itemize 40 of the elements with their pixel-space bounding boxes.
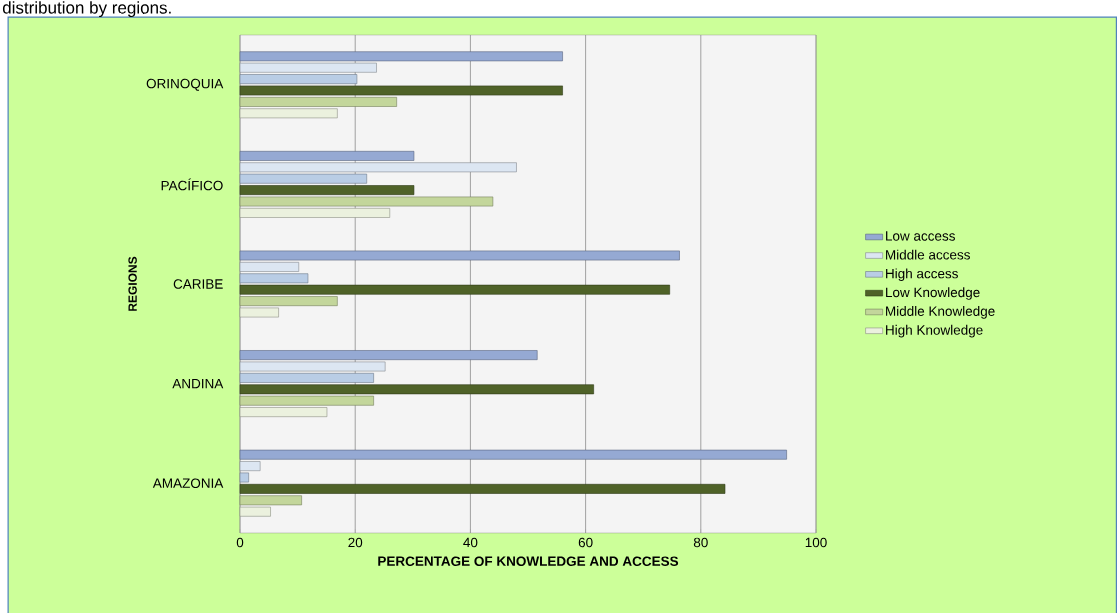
bar (239, 284, 670, 295)
bar (239, 384, 594, 395)
x-axis-title: PERCENTAGE OF KNOWLEDGE AND ACCESS (378, 556, 679, 566)
x-tick-label: 0 (236, 537, 244, 548)
bar (239, 85, 563, 96)
y-tick-label: ORINOQUIA (146, 78, 224, 91)
bar (239, 483, 726, 494)
bar (239, 350, 538, 360)
legend-label: High access (886, 268, 958, 282)
bar (239, 395, 374, 406)
bar (239, 196, 494, 207)
y-tick-label: PACÍFICO (161, 178, 223, 191)
legend-label: Middle Knowledge (886, 306, 995, 319)
y-axis-title: REGIONS (128, 256, 137, 311)
bar (239, 151, 415, 161)
bar (239, 74, 358, 85)
bar (239, 185, 415, 195)
bar (239, 97, 397, 107)
legend-label: Low Knowledge (886, 287, 980, 300)
bar (239, 51, 563, 62)
y-tick-label: AMAZONIA (152, 478, 224, 488)
y-tick-label: CARIBE (173, 279, 223, 289)
legend-label: Low access (886, 231, 955, 241)
y-tick-label: ANDINA (172, 378, 224, 389)
x-tick-label: 60 (578, 537, 593, 548)
x-tick-label: 20 (348, 537, 363, 548)
x-tick-label: 40 (463, 537, 478, 548)
bar (239, 472, 249, 483)
bar (239, 173, 368, 184)
bar (239, 273, 309, 284)
text: distribution by regions. (2, 1, 171, 18)
bar (239, 373, 374, 383)
bar (239, 495, 302, 506)
x-tick-label: 100 (805, 537, 827, 548)
x-tick-label: 80 (693, 537, 708, 548)
legend-label: Middle access (886, 249, 970, 260)
bar (239, 296, 338, 306)
bar (239, 449, 787, 460)
bar (239, 250, 680, 261)
legend-label: High Knowledge (886, 324, 983, 338)
